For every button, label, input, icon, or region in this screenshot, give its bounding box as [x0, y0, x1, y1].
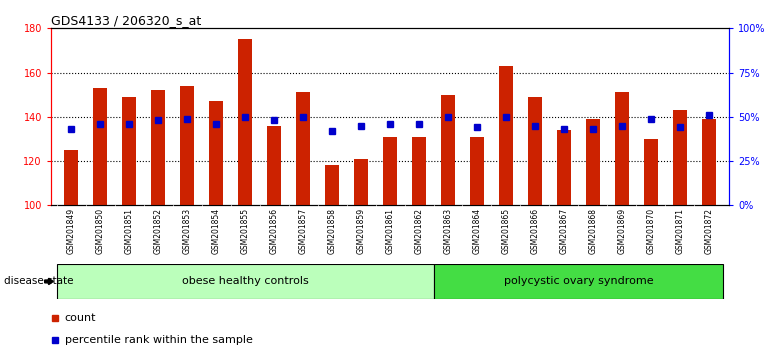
Text: GSM201850: GSM201850 [96, 208, 105, 255]
Text: GSM201871: GSM201871 [675, 208, 684, 254]
Bar [499, 66, 514, 205]
Bar [434, 264, 724, 299]
Text: GSM201867: GSM201867 [560, 208, 568, 255]
Text: GSM201863: GSM201863 [444, 208, 452, 255]
Text: GSM201866: GSM201866 [531, 208, 539, 255]
Text: GSM201854: GSM201854 [212, 208, 220, 255]
Bar [238, 39, 252, 205]
Text: GSM201855: GSM201855 [241, 208, 249, 255]
Text: GSM201865: GSM201865 [502, 208, 510, 255]
Text: GSM201861: GSM201861 [386, 208, 394, 254]
Bar [557, 130, 572, 205]
Text: GSM201869: GSM201869 [617, 208, 626, 255]
Text: GSM201856: GSM201856 [270, 208, 278, 255]
Bar [441, 95, 456, 205]
Bar [470, 137, 485, 205]
Text: percentile rank within the sample: percentile rank within the sample [64, 335, 252, 345]
Bar [180, 86, 194, 205]
Text: GSM201851: GSM201851 [125, 208, 134, 254]
Text: GSM201849: GSM201849 [67, 208, 76, 255]
Text: GSM201858: GSM201858 [328, 208, 336, 254]
Text: GSM201870: GSM201870 [646, 208, 655, 255]
Bar [615, 92, 629, 205]
Bar [702, 119, 716, 205]
Bar [93, 88, 107, 205]
Text: obese healthy controls: obese healthy controls [182, 276, 309, 286]
Bar [325, 166, 339, 205]
Text: disease state: disease state [4, 276, 74, 286]
Text: GSM201868: GSM201868 [589, 208, 597, 254]
Bar [644, 139, 658, 205]
Bar [354, 159, 368, 205]
Bar [673, 110, 687, 205]
Bar [122, 97, 136, 205]
Bar [209, 101, 223, 205]
Text: GSM201852: GSM201852 [154, 208, 163, 254]
Bar [383, 137, 397, 205]
Bar [64, 150, 78, 205]
Bar [56, 264, 434, 299]
Bar [267, 126, 281, 205]
Text: GSM201864: GSM201864 [473, 208, 481, 255]
Bar [528, 97, 543, 205]
Text: GSM201872: GSM201872 [704, 208, 713, 254]
Text: GSM201862: GSM201862 [415, 208, 423, 254]
Bar [296, 92, 310, 205]
Bar [412, 137, 426, 205]
Text: polycystic ovary syndrome: polycystic ovary syndrome [503, 276, 653, 286]
Bar [151, 90, 165, 205]
Text: GDS4133 / 206320_s_at: GDS4133 / 206320_s_at [51, 14, 201, 27]
Text: GSM201853: GSM201853 [183, 208, 191, 255]
Text: GSM201859: GSM201859 [357, 208, 365, 255]
Text: GSM201857: GSM201857 [299, 208, 307, 255]
Bar [586, 119, 601, 205]
Text: count: count [64, 313, 96, 323]
